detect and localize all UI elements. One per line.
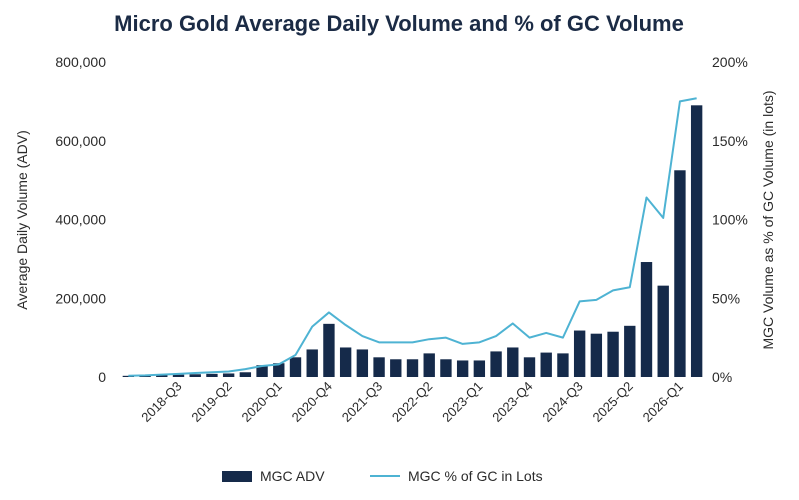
y-right-tick-label: 50% xyxy=(712,290,740,306)
bar-mark xyxy=(640,262,653,377)
bar-mark xyxy=(289,357,302,377)
x-tick-label: 2026-Q1 xyxy=(640,379,686,425)
x-tick-label: 2020-Q4 xyxy=(289,379,335,425)
bar-mark xyxy=(657,285,669,377)
y-right-tick-label: 200% xyxy=(712,54,748,70)
legend: MGC ADV MGC % of GC in Lots xyxy=(222,468,543,484)
bar-mark xyxy=(573,330,586,377)
bar-mark xyxy=(440,359,452,377)
x-tick-label: 2020-Q1 xyxy=(239,379,285,425)
bar-mark xyxy=(189,374,201,377)
bar-mark xyxy=(206,373,218,377)
y-left-tick-label: 400,000 xyxy=(55,212,106,228)
bar-mark xyxy=(690,105,703,377)
bar-mark xyxy=(222,373,235,377)
bar-mark xyxy=(390,359,402,377)
y-right-tick-label: 150% xyxy=(712,133,748,149)
x-tick-label: 2022-Q2 xyxy=(389,379,435,425)
bar-mark xyxy=(557,353,569,378)
bar-mark xyxy=(339,347,352,377)
bar-mark xyxy=(624,325,636,377)
y-right-tick-label: 0% xyxy=(712,369,732,385)
bar-mark xyxy=(323,323,335,377)
chart-title: Micro Gold Average Daily Volume and % of… xyxy=(114,11,684,36)
bar-mark xyxy=(590,333,603,377)
bar-mark xyxy=(507,347,519,377)
bar-mark xyxy=(273,363,285,377)
bar-mark xyxy=(523,357,536,377)
bar-mark xyxy=(456,360,469,377)
line-series-mark xyxy=(128,97,697,377)
bar-mark xyxy=(356,349,369,377)
bar-mark xyxy=(490,351,502,377)
legend-label-bar: MGC ADV xyxy=(260,468,325,484)
bar-mark xyxy=(239,372,252,377)
x-tick-label: 2025-Q2 xyxy=(590,379,636,425)
bar-mark xyxy=(156,375,168,377)
bar-mark xyxy=(122,375,135,377)
x-tick-label: 2019-Q2 xyxy=(188,379,234,425)
y-left-tick-label: 0 xyxy=(98,369,106,385)
x-tick-label: 2023-Q4 xyxy=(489,379,535,425)
bar-mark xyxy=(172,374,185,377)
bar-mark xyxy=(306,349,318,377)
bar-mark xyxy=(674,170,686,377)
y-left-tick-label: 600,000 xyxy=(55,133,106,149)
legend-label-line: MGC % of GC in Lots xyxy=(408,468,543,484)
bar-mark xyxy=(607,331,619,377)
x-tick-label: 2023-Q1 xyxy=(439,379,485,425)
x-tick-label: 2024-Q3 xyxy=(539,379,585,425)
bar-mark xyxy=(423,353,435,378)
y-left-tick-label: 200,000 xyxy=(55,290,106,306)
x-tick-label: 2018-Q3 xyxy=(138,379,184,425)
bar-mark xyxy=(373,357,385,377)
bar-mark xyxy=(540,352,552,377)
y-left-tick-label: 800,000 xyxy=(55,54,106,70)
x-tick-label: 2021-Q3 xyxy=(339,379,385,425)
y-right-tick-label: 100% xyxy=(712,212,748,228)
line-layer xyxy=(128,97,697,377)
legend-swatch-bar xyxy=(222,471,252,482)
bar-mark xyxy=(473,360,486,377)
bar-mark xyxy=(256,365,268,377)
y-axis-left-label: Average Daily Volume (ADV) xyxy=(14,130,30,309)
bar-mark xyxy=(406,359,419,377)
y-axis-right-label: MGC Volume as % of GC Volume (in lots) xyxy=(760,90,776,349)
bars-layer xyxy=(122,105,703,378)
